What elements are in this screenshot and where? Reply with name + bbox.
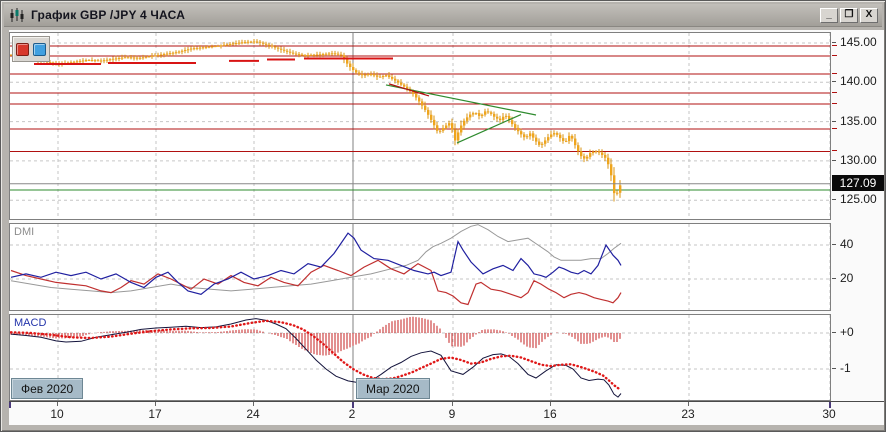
macd-indicator-label: MACD — [14, 317, 47, 329]
price-panel[interactable] — [9, 32, 831, 220]
axis-tick-mark — [832, 278, 836, 279]
time-tick-label: 30 — [822, 407, 836, 421]
month-label-mar: Мар 2020 — [356, 378, 430, 399]
titlebar[interactable]: График GBP /JPY 4 ЧАСА _ ❐ X — [4, 4, 882, 27]
grid-layer — [10, 33, 830, 219]
level-lines-layer — [10, 45, 830, 191]
red-square-button[interactable] — [16, 42, 29, 56]
time-tick-mark — [688, 402, 689, 406]
dmi-chart-canvas[interactable] — [10, 224, 830, 310]
price-tick-label: 145.00 — [840, 35, 877, 49]
month-boundary-tick — [829, 402, 831, 408]
window-title: График GBP /JPY 4 ЧАСА — [31, 8, 186, 22]
time-tick-label: 2 — [348, 407, 356, 421]
axis-tick-mark — [832, 199, 836, 201]
app-icon-candlestick — [10, 7, 24, 22]
macd-tick-label: +0 — [840, 325, 854, 339]
axis-tick-mark — [832, 42, 836, 43]
close-button[interactable]: X — [860, 7, 878, 23]
maximize-button[interactable]: ❐ — [840, 7, 858, 23]
axis-tick-mark — [832, 332, 836, 333]
minimize-button[interactable]: _ — [820, 7, 838, 23]
axis-tick-mark — [832, 120, 836, 122]
time-axis: 10 17 24 2 9 16 23 30 — [9, 401, 884, 425]
level-tick-red — [832, 127, 837, 129]
mini-toolbar — [12, 36, 50, 62]
time-tick-label: 17 — [148, 407, 162, 421]
time-tick-label: 9 — [448, 407, 456, 421]
level-tick-red — [832, 54, 837, 56]
time-tick-mark — [155, 402, 156, 406]
price-tick-label: 130.00 — [840, 152, 877, 167]
level-tick-red — [832, 91, 837, 93]
dmi-tick-label: 20 — [840, 271, 854, 285]
time-tick-mark — [550, 402, 551, 406]
axis-tick-mark — [832, 81, 836, 83]
level-tick-red — [832, 102, 837, 104]
time-tick-label: 10 — [50, 407, 64, 421]
macd-panel[interactable]: MACD Фев 2020 Мар 2020 — [9, 314, 831, 401]
time-tick-label: 23 — [681, 407, 695, 421]
dmi-indicator-label: DMI — [14, 226, 35, 238]
candles-layer — [10, 39, 622, 202]
price-tick-label: 125.00 — [840, 192, 877, 207]
time-tick-mark — [253, 402, 254, 406]
drawings-layer — [34, 57, 537, 144]
price-tick-label: 135.00 — [840, 113, 877, 128]
time-tick-label: 24 — [246, 407, 260, 421]
price-chart-canvas[interactable] — [10, 33, 830, 219]
blue-square-button[interactable] — [33, 42, 46, 56]
dmi-tick-label: 40 — [840, 237, 854, 251]
chart-workspace: DMI MACD Фев 2020 Мар 2020 145.00 140.00 13… — [9, 30, 884, 425]
month-label-feb: Фев 2020 — [11, 378, 84, 399]
level-tick-red — [832, 44, 837, 46]
time-tick-label: 16 — [543, 407, 557, 421]
macd-tick-label: -1 — [840, 361, 851, 375]
level-tick-red — [832, 72, 837, 74]
window-controls: _ ❐ X — [820, 7, 878, 23]
level-tick-red — [832, 150, 837, 152]
dmi-panel[interactable]: DMI — [9, 223, 831, 311]
price-tick-label: 140.00 — [840, 74, 877, 89]
axis-tick-mark — [832, 244, 836, 245]
axis-tick-mark — [832, 368, 836, 369]
month-boundary-tick — [9, 402, 11, 408]
time-tick-mark — [57, 402, 58, 406]
grid-layer — [10, 224, 830, 310]
month-boundary-tick — [352, 402, 354, 408]
current-price-tag: 127.09 — [832, 174, 884, 191]
price-axis: 145.00 140.00 135.00 130.00 125.00 40 20 +0 -1 12… — [832, 30, 884, 401]
axis-tick-mark — [832, 159, 836, 161]
time-tick-mark — [452, 402, 453, 406]
